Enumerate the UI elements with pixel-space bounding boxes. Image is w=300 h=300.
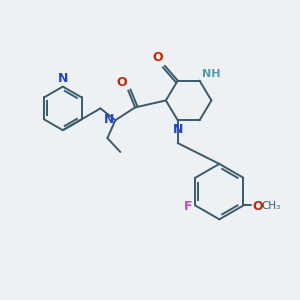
- Text: N: N: [104, 113, 114, 126]
- Text: O: O: [117, 76, 127, 88]
- Text: CH₃: CH₃: [261, 202, 280, 212]
- Text: NH: NH: [202, 69, 220, 79]
- Text: F: F: [184, 200, 192, 213]
- Text: N: N: [58, 72, 68, 85]
- Text: O: O: [152, 51, 163, 64]
- Text: N: N: [172, 123, 183, 136]
- Text: O: O: [252, 200, 263, 213]
